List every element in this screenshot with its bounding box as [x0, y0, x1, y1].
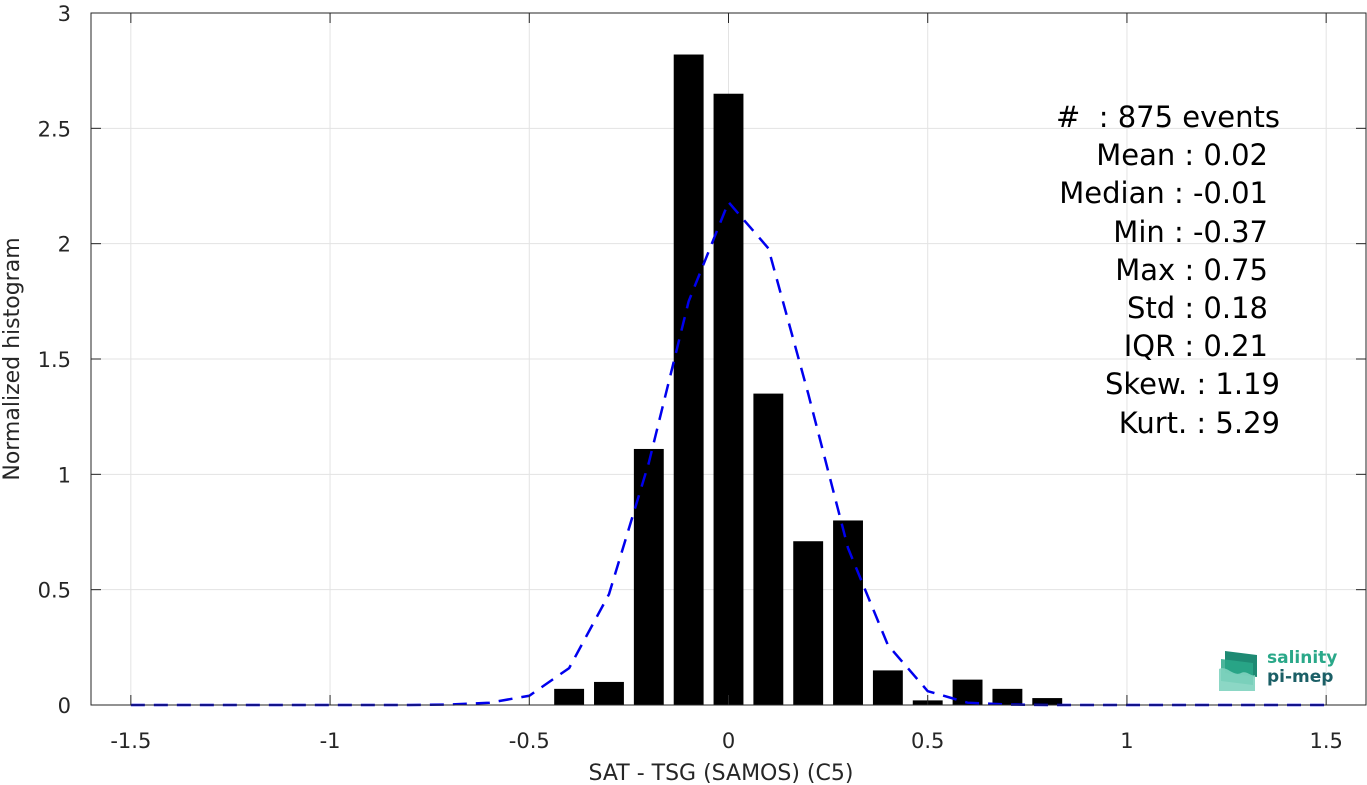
y-axis-ticks: 0 0.5 1 1.5 2 2.5 3: [38, 2, 1366, 718]
x-tick-label: -1.5: [110, 729, 151, 753]
histogram-bar: [872, 670, 903, 705]
histogram-bar: [673, 54, 704, 705]
stat-skew: Skew. : 1.19: [1104, 367, 1280, 402]
histogram-bar: [793, 541, 824, 705]
y-axis-label: Normalized histogram: [0, 237, 25, 480]
histogram-bar: [713, 93, 744, 705]
histogram-bar: [753, 393, 784, 705]
x-tick-label: -1: [320, 729, 341, 753]
histogram-bar: [992, 688, 1023, 705]
logo-line-2: pi-mep: [1267, 667, 1334, 687]
stat-kurt: Kurt. : 5.29: [1118, 405, 1280, 440]
x-tick-label: -0.5: [509, 729, 550, 753]
x-tick-label: 1.5: [1309, 729, 1342, 753]
stat-iqr: IQR : 0.21: [1123, 329, 1268, 364]
histogram-bar: [1032, 698, 1063, 705]
y-tick-label: 0.5: [38, 579, 71, 603]
stats-box: # : 875 events Mean : 0.02 Median : -0.0…: [990, 98, 1280, 442]
stat-std: Std : 0.18: [1127, 291, 1268, 326]
stat-min: Min : -0.37: [1113, 214, 1268, 249]
y-tick-label: 2.5: [38, 117, 71, 141]
y-tick-label: 0: [58, 694, 71, 718]
x-tick-label: 0: [722, 729, 735, 753]
y-tick-label: 1: [58, 463, 71, 487]
stat-events: # : 875 events: [1056, 100, 1280, 134]
x-axis-label: SAT - TSG (SAMOS) (C5): [589, 761, 854, 785]
stat-mean: Mean : 0.02: [1096, 138, 1268, 173]
y-tick-label: 3: [58, 2, 71, 26]
histogram-bar: [554, 688, 585, 705]
y-tick-label: 2: [58, 233, 71, 257]
y-tick-label: 1.5: [38, 348, 71, 372]
stat-max: Max : 0.75: [1115, 252, 1268, 287]
stat-median: Median : -0.01: [1059, 176, 1268, 211]
salinity-pimep-logo: salinity pi-mep: [1217, 647, 1347, 693]
logo-line-1: salinity: [1267, 648, 1338, 668]
histogram-bar: [952, 679, 983, 705]
histogram-bar: [633, 448, 664, 705]
histogram-bar: [594, 681, 624, 705]
wave-logo-icon: [1219, 651, 1257, 691]
x-axis-ticks: -1.5 -1 -0.5 0 0.5 1 1.5: [110, 13, 1343, 753]
x-tick-label: 1: [1120, 729, 1133, 753]
histogram-bars: [554, 54, 1063, 705]
x-tick-label: 0.5: [911, 729, 944, 753]
